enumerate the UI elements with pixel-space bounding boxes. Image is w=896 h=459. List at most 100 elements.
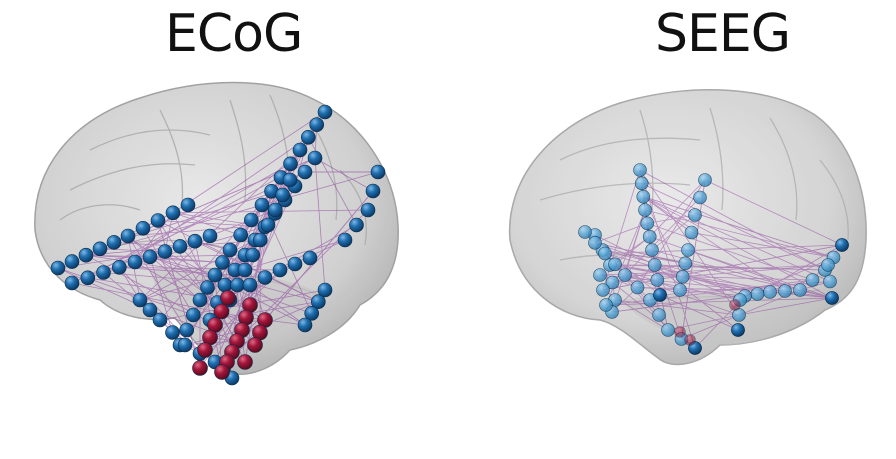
connection-line [682, 264, 829, 278]
electrode-contact [304, 305, 320, 321]
electrode-contact [230, 277, 245, 293]
electrode-contact [96, 265, 111, 280]
electrode-contact [349, 217, 364, 233]
electrode-contact [215, 255, 230, 270]
connection-line [209, 301, 319, 321]
depth-contact [630, 280, 645, 295]
depth-contact [678, 256, 693, 271]
electrode-contact-seizure [197, 342, 213, 358]
depth-contact [634, 176, 649, 191]
depth-contact [647, 258, 662, 272]
depth-contact [652, 308, 666, 322]
depth-contact [588, 236, 602, 250]
seeg-electrodes [578, 163, 849, 355]
depth-contact [661, 323, 675, 337]
connection-line [687, 249, 801, 291]
electrode-contact [317, 282, 333, 298]
electrode-contact [172, 239, 188, 254]
electrode-contact-seizure [213, 303, 230, 320]
electrode-contact [252, 232, 268, 248]
electrode-contact [78, 247, 94, 263]
connection-line [314, 157, 326, 291]
connection-line [639, 169, 740, 316]
depth-contact-seizure [674, 326, 686, 338]
electrode-contact [92, 241, 108, 257]
electrode-contact [245, 247, 260, 263]
electrode-contact [180, 197, 196, 213]
connection-line [609, 264, 826, 271]
electrode-contact-seizure [192, 360, 208, 376]
electrode-contact [233, 227, 248, 243]
depth-contact [778, 284, 792, 298]
depth-contact [636, 189, 651, 204]
connection-line [624, 274, 660, 316]
depth-contact [693, 190, 707, 205]
electrode-contact [309, 117, 325, 132]
electrode-contact [254, 197, 270, 213]
electrode-contact [337, 232, 353, 248]
electrode-contact [64, 254, 80, 269]
depth-contact [599, 298, 613, 312]
seeg-title: SEEG [655, 4, 791, 64]
depth-contact [638, 203, 652, 217]
depth-contact [608, 257, 622, 272]
connection-line [704, 179, 843, 246]
electrode-contact [112, 259, 127, 275]
electrode-contact [217, 277, 233, 293]
depth-contact [618, 268, 632, 282]
connection-line [614, 299, 740, 316]
depth-contact [578, 225, 592, 239]
depth-contact [684, 225, 699, 240]
connection-line [223, 190, 374, 371]
connection-line [659, 294, 739, 331]
connection-line [647, 222, 813, 281]
depth-contact [593, 268, 607, 282]
electrode-contact [106, 235, 122, 250]
depth-contact-tip [835, 238, 849, 252]
electrode-contact [132, 292, 148, 308]
depth-contact [823, 274, 837, 289]
connection-line [127, 235, 188, 331]
connection-line [639, 169, 826, 271]
electrode-contact [282, 172, 298, 188]
electrode-contact [272, 262, 288, 278]
connection-line [194, 241, 223, 373]
electrode-contact [135, 221, 151, 236]
connection-line [127, 235, 201, 301]
depth-contact [598, 246, 612, 261]
depth-contact [605, 275, 620, 290]
connection-line [609, 264, 771, 293]
depth-contact [750, 287, 765, 301]
connection-line [643, 196, 834, 258]
connection-line [679, 289, 746, 297]
electrode-contact [127, 254, 143, 270]
electrode-contact [142, 302, 158, 318]
electrode-contact [242, 277, 258, 293]
electrode-contact [177, 337, 193, 353]
electrode-contact [287, 256, 303, 272]
electrode-contact [297, 317, 313, 333]
ecog-title: ECoG [165, 4, 303, 64]
electrode-contact [292, 142, 308, 158]
depth-contact-seizure [729, 299, 741, 311]
electrode-contact-seizure [237, 354, 253, 370]
electrode-contact [179, 322, 194, 338]
connection-line [599, 274, 833, 299]
electrode-contact [192, 292, 208, 308]
electrode-contact [120, 228, 136, 244]
connection-line [594, 242, 686, 264]
electrode-contact-seizure [220, 290, 236, 306]
depth-contact [688, 208, 702, 222]
connection-line [641, 182, 826, 271]
connection-line [647, 214, 696, 224]
depth-contact [596, 283, 610, 297]
electrode-contact [165, 205, 181, 221]
connection-line [172, 111, 326, 214]
electrode-contact [365, 183, 381, 199]
electrode-contact [260, 217, 276, 233]
connection-line [134, 212, 174, 263]
depth-contact [805, 273, 820, 287]
connection-line [594, 242, 746, 297]
electrode-contact [157, 244, 173, 259]
